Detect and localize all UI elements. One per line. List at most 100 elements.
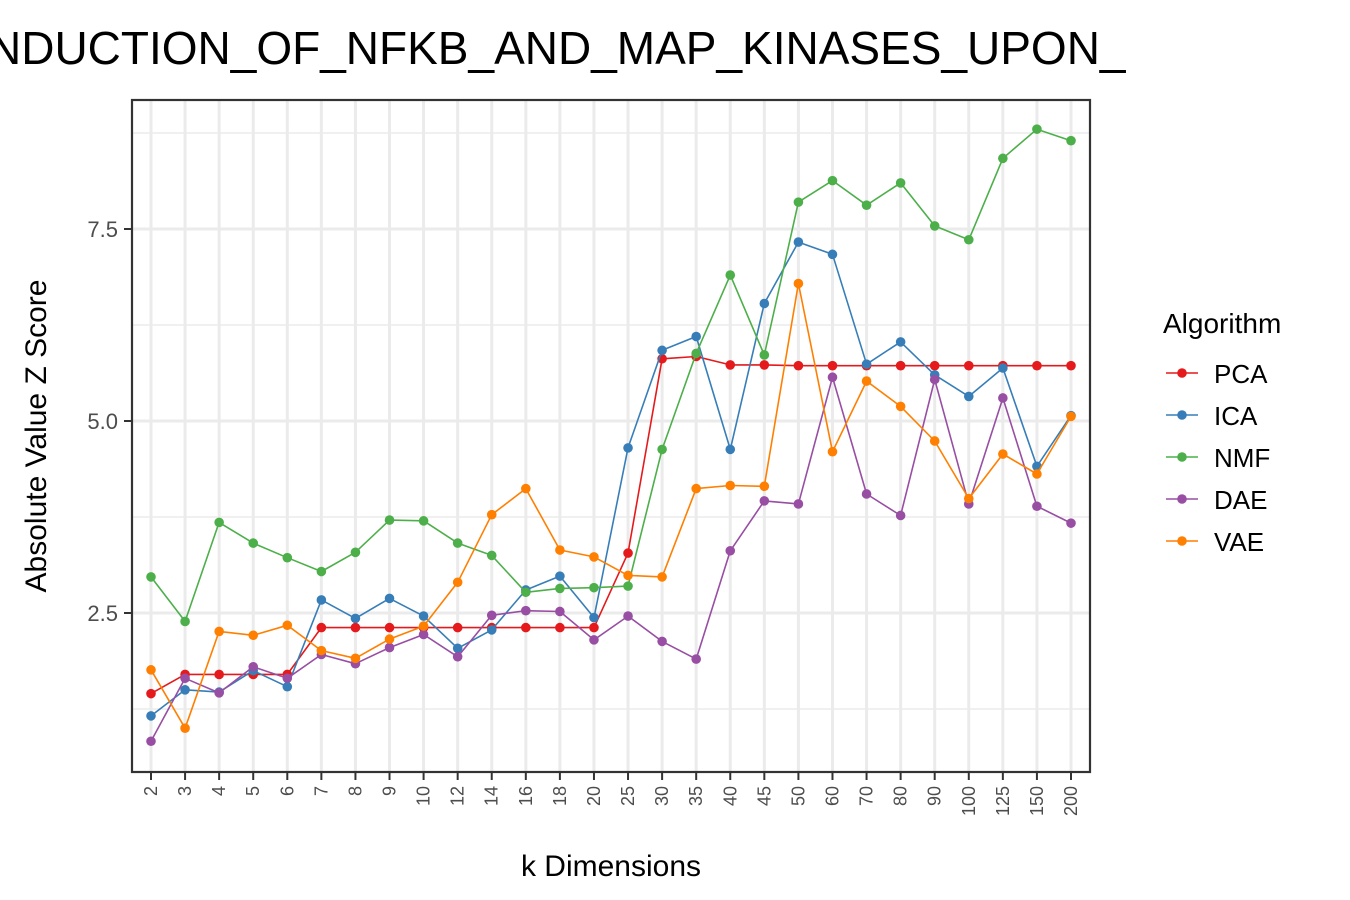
data-point bbox=[214, 669, 224, 680]
data-point bbox=[929, 436, 940, 446]
data-point bbox=[657, 345, 667, 356]
data-point bbox=[418, 621, 429, 631]
data-point bbox=[623, 581, 633, 591]
data-point bbox=[180, 616, 190, 627]
x-tick-label: 16 bbox=[516, 786, 536, 806]
legend-label: PCA bbox=[1214, 359, 1268, 389]
data-point bbox=[929, 221, 940, 231]
x-tick-label: 9 bbox=[380, 786, 400, 796]
data-point bbox=[691, 483, 701, 494]
data-point bbox=[214, 626, 224, 637]
x-tick-label: 125 bbox=[993, 786, 1013, 816]
legend-key-point bbox=[1177, 452, 1187, 462]
data-point bbox=[861, 489, 872, 499]
data-point bbox=[282, 673, 293, 684]
data-point bbox=[998, 363, 1008, 373]
data-point bbox=[384, 622, 395, 633]
x-tick-label: 35 bbox=[686, 786, 706, 806]
data-point bbox=[623, 443, 633, 453]
legend-item-nmf: NMF bbox=[1166, 443, 1270, 473]
series-layer bbox=[146, 124, 1076, 747]
data-point bbox=[214, 688, 224, 698]
data-point bbox=[998, 393, 1008, 403]
data-point bbox=[282, 552, 293, 563]
data-point bbox=[725, 270, 736, 280]
data-point bbox=[384, 642, 395, 653]
data-point bbox=[180, 673, 190, 684]
data-point bbox=[1032, 501, 1042, 512]
data-point bbox=[316, 595, 327, 605]
series-line bbox=[150, 355, 1071, 695]
data-point bbox=[521, 622, 531, 633]
data-point bbox=[316, 622, 327, 633]
data-point bbox=[657, 636, 667, 647]
y-tick-label: 7.5 bbox=[87, 217, 118, 242]
data-point bbox=[486, 625, 497, 635]
data-point bbox=[963, 234, 974, 245]
data-point bbox=[146, 736, 156, 747]
data-point bbox=[861, 200, 872, 210]
data-point bbox=[759, 298, 770, 309]
x-tick-label: 3 bbox=[175, 786, 195, 796]
data-point bbox=[316, 645, 327, 656]
data-point bbox=[486, 509, 497, 520]
x-tick-label: 200 bbox=[1061, 786, 1081, 816]
data-point bbox=[589, 622, 599, 633]
data-point bbox=[146, 572, 156, 582]
legend-item-dae: DAE bbox=[1166, 485, 1267, 515]
data-point bbox=[384, 593, 395, 604]
plot-border bbox=[130, 98, 1092, 774]
x-axis: 2 3 4 5 6 7 8 9 10 12 14 16 18 20 25 30 35 40 45 50 60 70 80 90… bbox=[141, 772, 1081, 816]
data-point bbox=[180, 723, 190, 733]
data-point bbox=[555, 571, 565, 581]
legend-items: PCA ICA NMF DAE VAE bbox=[1166, 359, 1270, 557]
legend-label: VAE bbox=[1214, 527, 1264, 557]
x-tick-label: 30 bbox=[652, 786, 672, 806]
x-tick-label: 20 bbox=[584, 786, 604, 806]
data-point bbox=[861, 376, 872, 386]
y-axis: 2.5 5.0 7.5 bbox=[87, 217, 132, 626]
data-point bbox=[895, 360, 906, 371]
legend: Algorithm PCA ICA NMF DAE VAE bbox=[1163, 308, 1281, 557]
data-point bbox=[555, 622, 565, 633]
legend-label: DAE bbox=[1214, 485, 1267, 515]
data-point bbox=[827, 446, 838, 457]
legend-key-point bbox=[1177, 536, 1187, 546]
data-point bbox=[725, 480, 736, 491]
data-point bbox=[384, 515, 395, 525]
x-tick-label: 150 bbox=[1027, 786, 1047, 816]
data-point bbox=[589, 552, 599, 562]
x-tick-label: 5 bbox=[243, 786, 263, 796]
data-point bbox=[963, 391, 974, 402]
data-point bbox=[350, 547, 361, 558]
data-point bbox=[282, 681, 293, 692]
legend-item-pca: PCA bbox=[1166, 359, 1268, 389]
x-tick-label: 10 bbox=[414, 786, 434, 806]
data-point bbox=[895, 510, 906, 521]
x-tick-label: 80 bbox=[891, 786, 911, 806]
data-point bbox=[521, 483, 531, 494]
data-point bbox=[589, 612, 599, 623]
series-nmf bbox=[146, 124, 1076, 627]
x-tick-label: 25 bbox=[618, 786, 638, 806]
legend-title: Algorithm bbox=[1163, 308, 1281, 339]
y-tick-label: 5.0 bbox=[87, 409, 118, 434]
data-point bbox=[691, 348, 701, 359]
data-point bbox=[793, 237, 804, 247]
x-tick-label: 6 bbox=[277, 786, 297, 796]
data-point bbox=[452, 651, 463, 662]
data-point bbox=[793, 499, 804, 509]
legend-key-point bbox=[1177, 368, 1187, 378]
data-point bbox=[248, 661, 259, 672]
legend-key-point bbox=[1177, 494, 1187, 504]
legend-item-ica: ICA bbox=[1166, 401, 1258, 431]
data-point bbox=[691, 654, 701, 664]
data-point bbox=[963, 493, 974, 504]
data-point bbox=[350, 613, 361, 624]
data-point bbox=[759, 481, 770, 492]
data-point bbox=[1066, 518, 1076, 528]
data-point bbox=[521, 605, 531, 616]
data-point bbox=[793, 278, 804, 289]
plot-panel bbox=[132, 100, 1090, 772]
